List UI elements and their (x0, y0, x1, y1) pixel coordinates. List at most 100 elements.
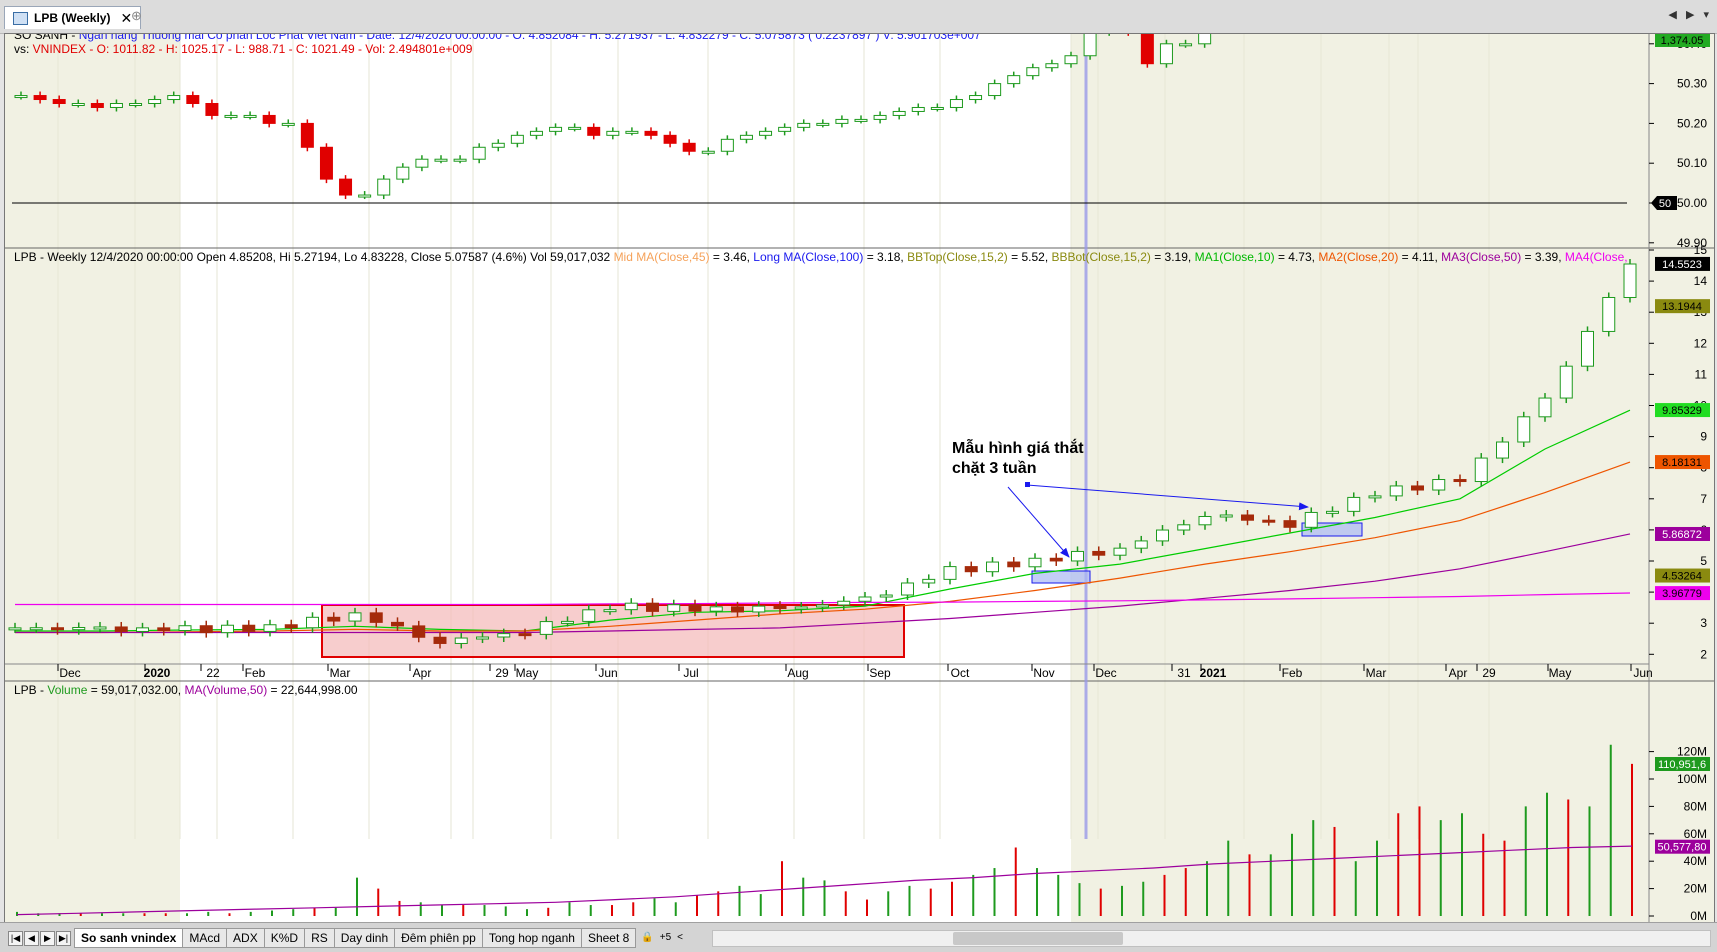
sheet-tab-day-dinh[interactable]: Day dinh (333, 928, 396, 948)
new-tab-icon[interactable]: ⊕ (131, 8, 142, 23)
price-candle (922, 578, 936, 584)
top-last-badge-text: 1,374.05 (1661, 35, 1704, 47)
price-candle (1581, 330, 1594, 367)
add-sheet-button[interactable]: +5 (659, 932, 672, 943)
price-candle (114, 626, 128, 632)
top-axis-tick: 49.90 (1677, 236, 1707, 250)
sheet-last-button[interactable]: ▶| (56, 931, 71, 946)
price-candle (1496, 441, 1509, 459)
scroll-left-icon[interactable]: < (677, 932, 684, 943)
lock-icon[interactable]: 🔒 (641, 932, 654, 943)
sheet-tab-dem-phien[interactable]: Đêm phiên pp (394, 928, 483, 948)
price-candle (794, 606, 808, 610)
price-badge-text: 3.96779 (1662, 588, 1702, 600)
sheet-prev-button[interactable]: ◀ (24, 931, 39, 946)
price-candle (709, 606, 723, 612)
top-candle (205, 103, 219, 116)
price-candle (1453, 479, 1467, 483)
price-candle (454, 637, 468, 644)
volume-badge (1655, 839, 1710, 854)
top-candle (510, 134, 524, 144)
sheet-nav-buttons: |◀ ◀ ▶ ▶| (8, 931, 72, 946)
price-candle (221, 624, 234, 634)
sheet-tab-tong-hop-nganh[interactable]: Tong hop nganh (481, 928, 582, 948)
annotation-arrow-2 (1026, 484, 1309, 511)
price-candle (1262, 519, 1276, 523)
top-candle (339, 178, 353, 196)
volume-axis-tick: 40M (1684, 854, 1707, 868)
price-candle (178, 625, 192, 631)
sheet-tab-sheet-8[interactable]: Sheet 8 (580, 928, 637, 948)
horizontal-scrollbar[interactable] (712, 930, 1711, 947)
ref-badge-text: 50 (1659, 198, 1671, 210)
volume-ma-line (16, 845, 1633, 916)
price-legend: LPB - Weekly 12/4/2020 00:00:00 Open 4.8… (14, 250, 1628, 264)
top-candle (759, 130, 773, 136)
price-candle (1304, 511, 1318, 528)
top-candle (1140, 31, 1154, 65)
sheet-tab-kd[interactable]: K%D (263, 928, 306, 948)
chart-area[interactable]: SO SANH - Ngan hang Thuong mai Co phan L… (4, 0, 1717, 924)
top-candle (1026, 67, 1040, 77)
x-axis-label: Mar (1366, 666, 1387, 680)
top-candle (129, 103, 143, 106)
x-axis-label: 2020 (144, 666, 171, 680)
top-candle (644, 130, 658, 136)
price-candle (624, 602, 638, 611)
top-candle (224, 114, 238, 118)
x-axis-label: Sep (869, 666, 891, 680)
price-candle (986, 561, 999, 573)
tab-list-icon[interactable]: ▾ (1703, 9, 1709, 21)
price-candle (646, 602, 659, 612)
chart-svg[interactable]: SO SANH - Ngan hang Thuong mai Co phan L… (5, 0, 1717, 923)
top-candle (1007, 75, 1021, 85)
price-badge (1655, 526, 1710, 541)
date-band (1071, 248, 1717, 681)
top-candle (625, 130, 639, 134)
top-candle (90, 103, 104, 108)
price-candle (327, 616, 341, 622)
price-candle (1219, 514, 1233, 518)
price-axis-tick: 2 (1700, 647, 1707, 661)
price-candle (858, 596, 872, 602)
top-candle (319, 146, 333, 180)
top-candle (281, 122, 295, 126)
sheet-next-button[interactable]: ▶ (40, 931, 55, 946)
close-tab-icon[interactable]: ✕ (120, 9, 133, 26)
price-candle (667, 604, 681, 612)
tab-scroll-left-icon[interactable]: ◀ (1668, 9, 1677, 21)
tab-scroll-right-icon[interactable]: ▶ (1685, 9, 1695, 21)
price-candle (1071, 550, 1084, 562)
x-axis-label: 2021 (1200, 666, 1227, 680)
price-candle (391, 621, 404, 627)
price-candle (582, 609, 596, 622)
scrollbar-thumb[interactable] (953, 932, 1123, 945)
sheet-tab-adx[interactable]: ADX (226, 928, 265, 948)
annotation-arrow-1 (1007, 486, 1070, 558)
price-candle (242, 624, 256, 632)
price-badge-text: 9.85329 (1662, 405, 1702, 417)
price-candle (1389, 485, 1403, 497)
x-axis-label: Jul (683, 666, 698, 680)
price-candle (136, 627, 149, 632)
price-candle (1007, 561, 1021, 568)
price-candle (943, 566, 957, 580)
annotation-line1: Mẫu hình giá thắt (952, 438, 1084, 457)
price-candle (348, 612, 362, 622)
sheet-first-button[interactable]: |◀ (8, 931, 23, 946)
top-axis-tick: 50.00 (1677, 196, 1707, 210)
volume-badge-text: 50,577,80 (1658, 842, 1707, 854)
price-candle (1241, 514, 1254, 521)
x-axis-label: Jun (1633, 666, 1652, 680)
tab-lpb-weekly[interactable]: LPB (Weekly) ✕ (4, 6, 142, 29)
sheet-tab-so-sanh-vnindex[interactable]: So sanh vnindex (74, 928, 184, 948)
price-candle (816, 604, 829, 608)
x-axis-label: Feb (1282, 666, 1303, 680)
price-candle (1538, 397, 1552, 418)
price-candle (51, 627, 64, 631)
price-candle (773, 605, 787, 610)
sheet-tab-rs[interactable]: RS (304, 928, 335, 948)
price-candle (1049, 557, 1063, 562)
sheet-tab-macd[interactable]: MAcd (182, 928, 228, 948)
